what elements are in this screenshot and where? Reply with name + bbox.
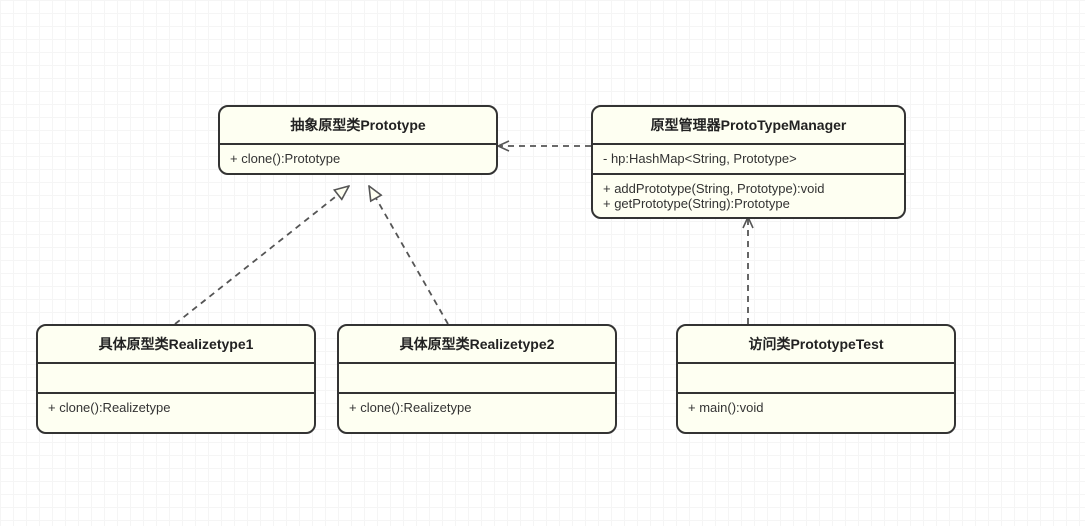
uml-class-title: 抽象原型类Prototype — [220, 107, 496, 145]
uml-member: + main():void — [688, 400, 944, 415]
uml-class-section — [678, 364, 954, 392]
uml-class-section: + clone():Realizetype — [339, 392, 615, 421]
uml-member: + clone():Realizetype — [349, 400, 605, 415]
uml-member: + clone():Prototype — [230, 151, 486, 166]
uml-class-title: 具体原型类Realizetype1 — [38, 326, 314, 364]
uml-class-manager: 原型管理器ProtoTypeManager - hp:HashMap<String… — [591, 105, 906, 219]
uml-class-realize2: 具体原型类Realizetype2 + clone():Realizetype — [337, 324, 617, 434]
uml-member: + getPrototype(String):Prototype — [603, 196, 894, 211]
uml-member: + clone():Realizetype — [48, 400, 304, 415]
uml-class-title: 具体原型类Realizetype2 — [339, 326, 615, 364]
uml-class-test: 访问类PrototypeTest + main():void — [676, 324, 956, 434]
uml-class-section: - hp:HashMap<String, Prototype> — [593, 145, 904, 173]
uml-class-section: + main():void — [678, 392, 954, 421]
diagram-edges — [0, 0, 1085, 526]
edge-realize2-prototype — [369, 186, 448, 324]
uml-class-section: + clone():Prototype — [220, 145, 496, 173]
uml-member: + addPrototype(String, Prototype):void — [603, 181, 894, 196]
uml-class-title: 原型管理器ProtoTypeManager — [593, 107, 904, 145]
edge-realize1-prototype — [175, 186, 349, 324]
uml-class-title: 访问类PrototypeTest — [678, 326, 954, 364]
uml-class-section — [339, 364, 615, 392]
uml-class-section — [38, 364, 314, 392]
uml-class-realize1: 具体原型类Realizetype1 + clone():Realizetype — [36, 324, 316, 434]
uml-member: - hp:HashMap<String, Prototype> — [603, 151, 894, 166]
uml-class-prototype: 抽象原型类Prototype + clone():Prototype — [218, 105, 498, 175]
uml-class-section: + addPrototype(String, Prototype):void+ … — [593, 173, 904, 217]
uml-class-section: + clone():Realizetype — [38, 392, 314, 421]
